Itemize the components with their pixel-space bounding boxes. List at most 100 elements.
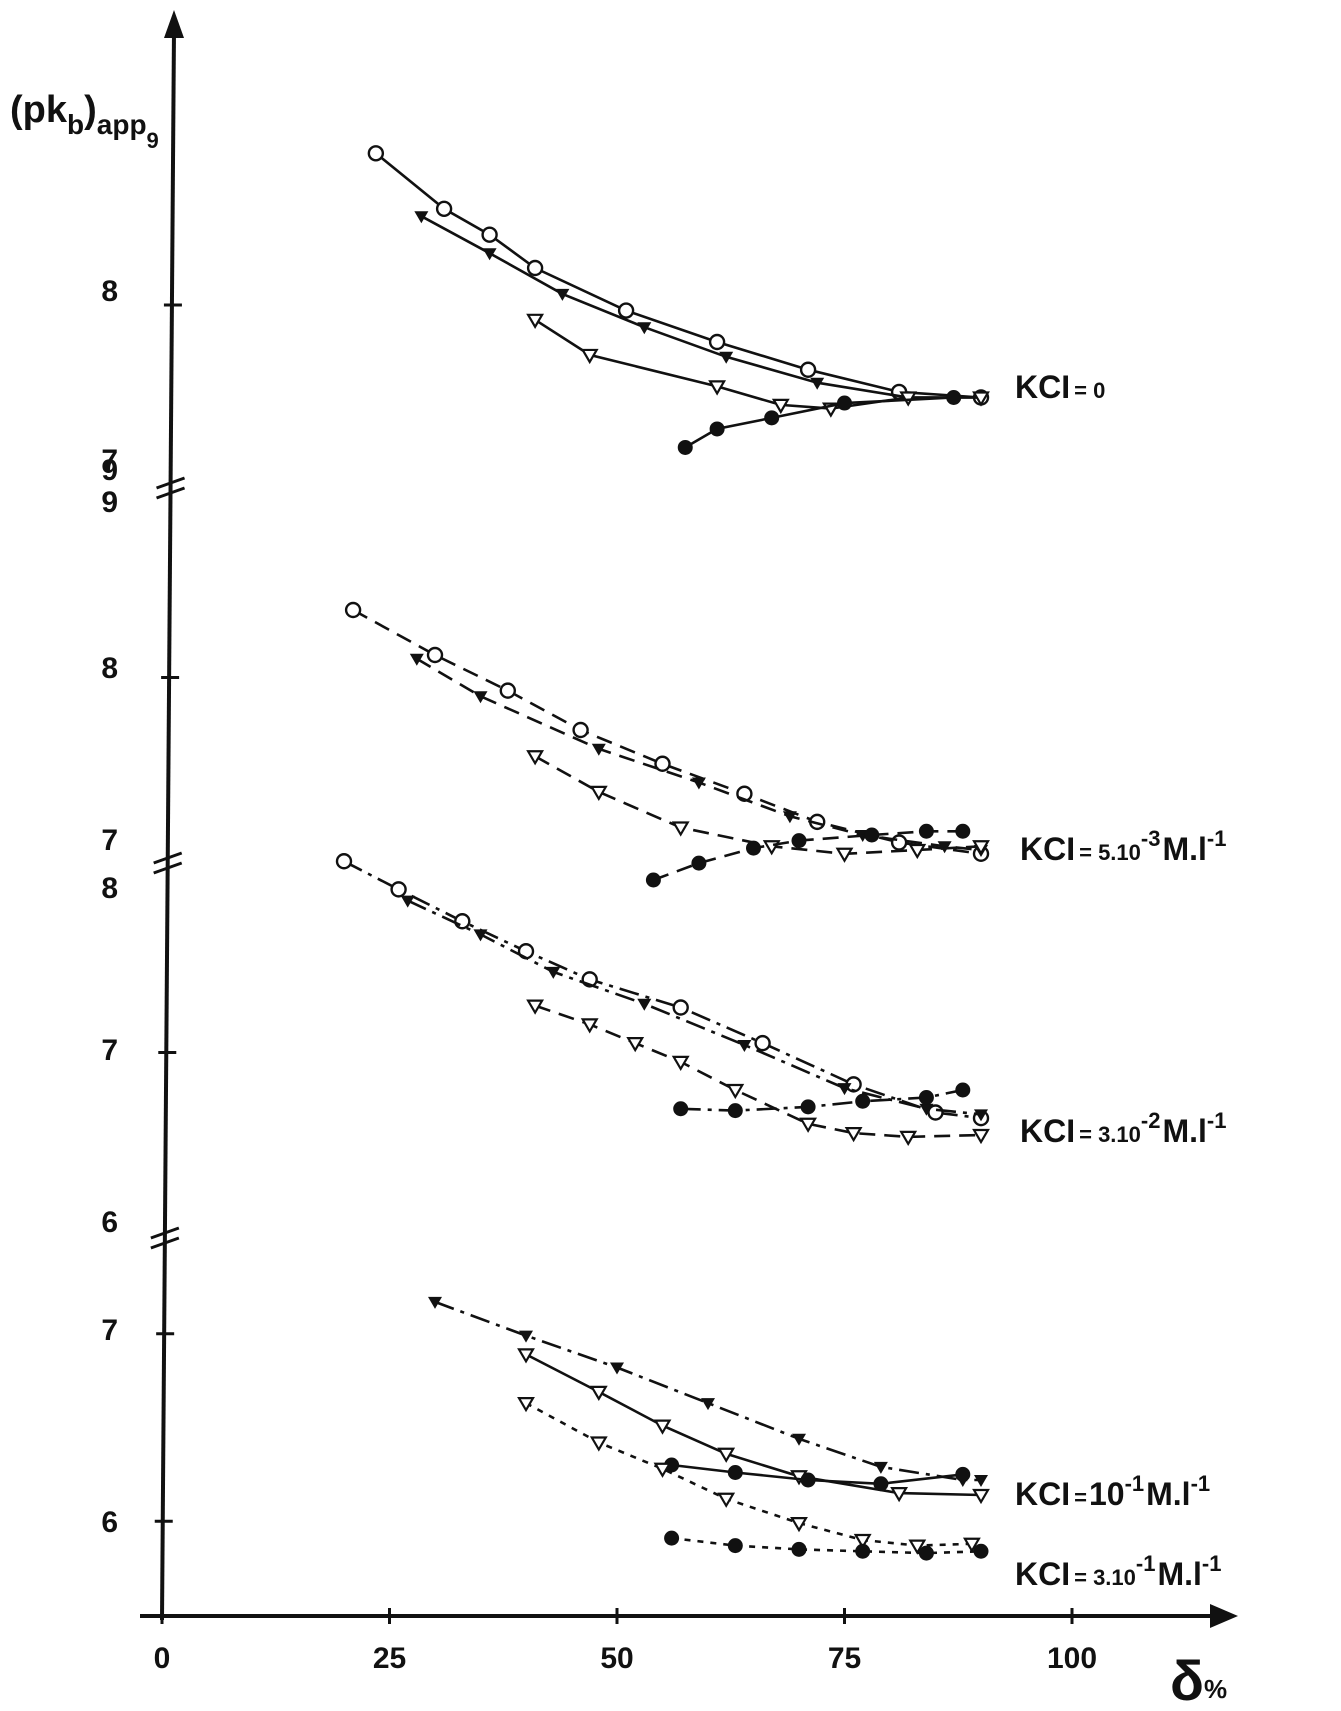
data-point-filled-circle	[677, 439, 693, 455]
y-tick-label: 8	[101, 872, 118, 905]
series-group	[664, 1530, 989, 1561]
y-tick-label: 9	[101, 454, 118, 487]
series-line	[407, 899, 982, 1116]
data-point-open-triangle	[972, 391, 990, 407]
panel-label-unit2: M.l	[1146, 1476, 1190, 1512]
panel-label-unit: M.l	[1157, 1556, 1201, 1592]
y-tick-label: 8	[101, 275, 118, 308]
panel-label-unit-sup: -1	[1202, 1551, 1222, 1576]
series-group	[344, 601, 990, 862]
panel-group: KCI = 3.10-1M.l-1	[517, 1397, 1221, 1592]
data-point-open-circle	[799, 361, 817, 378]
data-point-filled-triangle	[473, 691, 488, 704]
panel-label-unit-sup: -1	[1125, 1471, 1145, 1496]
panel-label-eq: =	[1074, 1485, 1087, 1510]
data-point-filled-triangle	[473, 929, 488, 942]
panel-label: KCI = 3.10-1M.l-1	[1015, 1551, 1221, 1592]
series-group	[517, 1397, 981, 1555]
data-point-open-circle	[454, 913, 471, 930]
y-axis-title: (pkb)app9	[10, 89, 159, 153]
data-point-filled-circle	[673, 1101, 689, 1117]
panel-label-unit: M.l	[1162, 1113, 1206, 1149]
panel-label-unit2-sup: -1	[1191, 1471, 1211, 1496]
panel-label-eq: = 3.10	[1074, 1565, 1136, 1590]
axis-break-mark	[150, 1226, 180, 1240]
data-point-open-triangle	[844, 1127, 863, 1143]
data-point-filled-triangle	[919, 1103, 934, 1116]
y-title-mid: )	[84, 89, 97, 131]
panel-label-main: KCI	[1015, 1556, 1070, 1592]
panel-label-sup: -2	[1141, 1108, 1161, 1133]
series-group	[428, 1296, 988, 1487]
data-point-open-triangle	[972, 840, 990, 856]
series-line	[534, 1004, 982, 1139]
panel-label-unit: M.l	[1162, 831, 1206, 867]
data-point-filled-triangle	[546, 966, 561, 979]
data-point-open-triangle	[526, 999, 545, 1015]
series-group	[677, 390, 962, 455]
panel-label-unit-sup: -1	[1207, 1108, 1227, 1133]
data-point-filled-triangle	[637, 322, 652, 335]
data-point-filled-triangle	[637, 998, 652, 1011]
axis-break-mark	[153, 861, 183, 875]
panel-label-sup: -1	[1136, 1551, 1156, 1576]
data-point-open-circle	[526, 259, 544, 277]
series-group	[367, 145, 990, 406]
y-axis-line	[160, 29, 176, 1621]
panel-label-main: KCI	[1015, 1476, 1070, 1512]
data-point-filled-triangle	[737, 1040, 752, 1052]
data-point-open-triangle	[972, 1128, 990, 1145]
data-point-open-triangle	[517, 1397, 535, 1413]
data-point-open-triangle	[671, 821, 690, 837]
data-point-filled-circle	[727, 1103, 743, 1119]
panel-group: 8 7 6 KCI = 3.10-2M.l-1	[101, 853, 1227, 1239]
x-tick-label: 50	[600, 1642, 633, 1675]
x-axis-title: δ%	[1170, 1649, 1227, 1711]
data-point-filled-triangle	[610, 1362, 624, 1375]
data-point-filled-circle	[955, 1466, 971, 1482]
panel-label: KCI = 5.10-3M.l-1	[1020, 826, 1226, 867]
axes-group	[140, 10, 1238, 1628]
panel-label-eq: = 0	[1074, 378, 1105, 403]
data-point-open-circle	[654, 755, 671, 772]
data-point-open-circle	[572, 721, 589, 739]
data-point-filled-circle	[918, 823, 934, 839]
series-line	[352, 608, 982, 856]
data-point-filled-circle	[727, 1538, 743, 1554]
series-group	[335, 853, 990, 1127]
series-group	[664, 1457, 971, 1492]
data-point-filled-circle	[855, 1543, 871, 1559]
data-point-filled-circle	[837, 395, 852, 411]
x-axis-arrow	[1210, 1604, 1238, 1628]
panel-label-sup: -3	[1141, 826, 1161, 851]
data-point-open-circle	[435, 200, 453, 218]
data-point-filled-circle	[709, 421, 725, 437]
data-point-filled-circle	[864, 827, 880, 843]
data-point-filled-triangle	[555, 288, 570, 301]
x-tick-label: 75	[828, 1642, 861, 1675]
x-tick-label: 100	[1047, 1642, 1097, 1675]
series-line	[680, 1088, 964, 1112]
data-point-open-circle	[754, 1034, 771, 1052]
y-tick-label: 7	[101, 1314, 118, 1347]
data-point-open-triangle	[908, 843, 927, 860]
data-point-filled-triangle	[792, 1433, 806, 1446]
data-point-open-triangle	[717, 1492, 736, 1508]
data-point-open-circle	[672, 999, 689, 1016]
y-axis-arrow	[164, 10, 184, 38]
data-point-filled-triangle	[782, 811, 797, 824]
panel-label: KCI = 0	[1015, 369, 1105, 405]
y-tick-label: 6	[101, 1206, 118, 1239]
data-point-open-triangle	[580, 348, 599, 365]
data-point-open-triangle	[799, 1117, 818, 1133]
data-point-open-triangle	[653, 1419, 672, 1435]
data-point-open-triangle	[972, 1488, 990, 1505]
x-tick-label: 0	[154, 1642, 171, 1675]
data-point-filled-circle	[918, 1545, 934, 1561]
panel-label-main: KCI	[1020, 831, 1075, 867]
axis-break-mark	[156, 486, 186, 500]
series-group	[673, 1082, 971, 1119]
data-point-filled-triangle	[810, 377, 825, 390]
data-point-filled-triangle	[873, 1461, 888, 1474]
